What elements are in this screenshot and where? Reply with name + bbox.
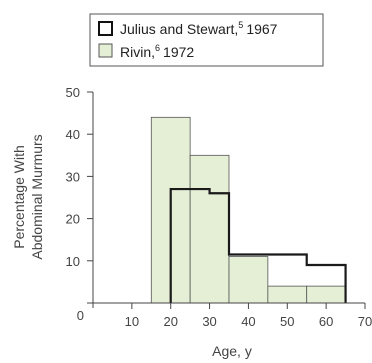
y-axis-title-line-1: Percentage With bbox=[11, 145, 27, 249]
series-julius-stewart bbox=[169, 187, 347, 303]
legend-entry-julius-stewart: Julius and Stewart,5 1967 bbox=[120, 20, 278, 37]
x-tick-label-50: 50 bbox=[280, 314, 294, 329]
legend: Julius and Stewart,5 1967 Rivin,6 1972 bbox=[89, 13, 324, 67]
x-tick-label-20: 20 bbox=[163, 314, 177, 329]
legend-entry-rivin: Rivin,6 1972 bbox=[120, 43, 194, 60]
y-axis-title: Percentage With Abdominal Murmurs bbox=[11, 134, 45, 259]
y-tick-label-30: 30 bbox=[66, 169, 80, 184]
bar-rivin-35-45 bbox=[228, 256, 269, 304]
bar-rivin-45-55 bbox=[267, 285, 308, 304]
y-tick-label-40: 40 bbox=[66, 127, 80, 142]
x-axis-title: Age, y bbox=[212, 343, 252, 359]
x-tick-label-60: 60 bbox=[319, 314, 333, 329]
y-tick-label-20: 20 bbox=[66, 212, 80, 227]
bar-rivin-55-65 bbox=[306, 285, 346, 304]
legend-frame bbox=[89, 13, 324, 67]
legend-swatch-julius-stewart bbox=[98, 21, 113, 36]
bar-rivin-25-35 bbox=[189, 154, 230, 304]
series-rivin bbox=[150, 116, 346, 304]
legend-swatch-rivin bbox=[98, 43, 113, 58]
y-tick-label-50: 50 bbox=[66, 85, 80, 100]
x-tick-label-10: 10 bbox=[125, 314, 139, 329]
x-tick-label-30: 30 bbox=[202, 314, 216, 329]
x-tick-label-40: 40 bbox=[241, 314, 255, 329]
y-tick-label-0: 0 bbox=[77, 308, 84, 323]
x-tick-label-70: 70 bbox=[358, 314, 372, 329]
outline-julius-stewart bbox=[169, 187, 347, 303]
y-tick-label-10: 10 bbox=[66, 254, 80, 269]
axes: 0 10 20 30 40 50 10 20 30 40 50 60 70 bbox=[66, 85, 372, 329]
y-axis-title-line-2: Abdominal Murmurs bbox=[29, 134, 45, 259]
